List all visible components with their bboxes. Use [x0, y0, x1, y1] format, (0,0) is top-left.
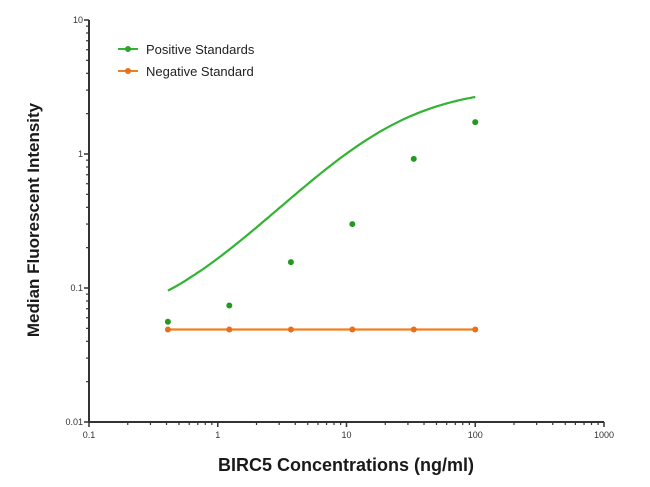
y-tick-label: 10 [73, 15, 83, 25]
y-tick-label: 0.01 [65, 417, 83, 427]
series-negative-standard [164, 326, 479, 333]
data-point [472, 326, 479, 333]
x-tick-label: 10 [341, 430, 351, 440]
data-point [472, 119, 479, 126]
series-line [167, 95, 476, 292]
series-layer [164, 95, 479, 333]
legend-label-positive: Positive Standards [146, 41, 255, 57]
data-point [287, 326, 294, 333]
data-point [164, 318, 171, 325]
data-point [226, 302, 233, 309]
data-point [410, 155, 417, 162]
x-tick-label: 1000 [594, 430, 614, 440]
y-axis-label: Median Fluorescent Intensity [24, 102, 43, 338]
legend-marker-negative-icon [118, 66, 138, 76]
legend: Positive Standards Negative Standard [118, 38, 254, 82]
series-positive-standards [164, 95, 479, 325]
y-tick-label: 0.1 [70, 283, 83, 293]
data-point [226, 326, 233, 333]
data-point [164, 326, 171, 333]
data-point [410, 326, 417, 333]
data-point [349, 221, 356, 228]
data-point [287, 259, 294, 266]
legend-marker-positive-icon [118, 44, 138, 54]
x-axis-label: BIRC5 Concentrations (ng/ml) [217, 455, 475, 475]
x-tick-label: 0.1 [83, 430, 96, 440]
data-point [349, 326, 356, 333]
y-tick-label: 1 [78, 149, 83, 159]
legend-item-negative: Negative Standard [118, 60, 254, 82]
legend-label-negative: Negative Standard [146, 63, 254, 79]
legend-item-positive: Positive Standards [118, 38, 254, 60]
x-tick-label: 1 [215, 430, 220, 440]
x-tick-label: 100 [468, 430, 483, 440]
